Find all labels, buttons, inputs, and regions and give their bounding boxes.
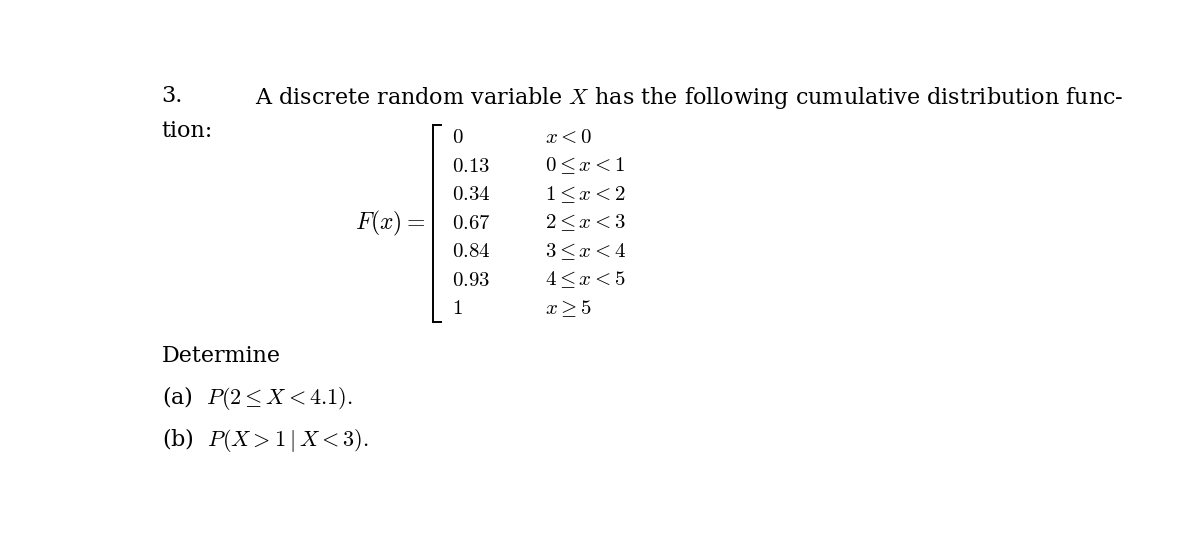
Text: $x < 0$: $x < 0$ <box>545 128 593 147</box>
Text: (a)  $P(2 \leq X < 4.1).$: (a) $P(2 \leq X < 4.1).$ <box>162 384 353 412</box>
Text: (b)  $P(X > 1 \mid X < 3).$: (b) $P(X > 1 \mid X < 3).$ <box>162 425 368 454</box>
Text: $0 \leq x < 1$: $0 \leq x < 1$ <box>545 156 625 177</box>
Text: $0.34$: $0.34$ <box>452 185 491 204</box>
Text: $0.84$: $0.84$ <box>452 242 491 261</box>
Text: 3.: 3. <box>162 85 182 107</box>
Text: $0.93$: $0.93$ <box>452 271 491 289</box>
Text: Determine: Determine <box>162 345 281 367</box>
Text: $0.13$: $0.13$ <box>452 157 491 176</box>
Text: $1 \leq x < 2$: $1 \leq x < 2$ <box>545 184 626 205</box>
Text: $3 \leq x < 4$: $3 \leq x < 4$ <box>545 241 626 262</box>
Text: $x \geq 5$: $x \geq 5$ <box>545 298 592 319</box>
Text: $0$: $0$ <box>452 128 464 147</box>
Text: $0.67$: $0.67$ <box>452 214 491 233</box>
Text: $2 \leq x < 3$: $2 \leq x < 3$ <box>545 213 626 234</box>
Text: A discrete random variable $X$ has the following cumulative distribution func-: A discrete random variable $X$ has the f… <box>254 85 1123 111</box>
Text: $1$: $1$ <box>452 299 463 318</box>
Text: tion:: tion: <box>162 120 212 142</box>
Text: $4 \leq x < 5$: $4 \leq x < 5$ <box>545 270 626 291</box>
Text: $F(x) =$: $F(x) =$ <box>355 208 425 237</box>
